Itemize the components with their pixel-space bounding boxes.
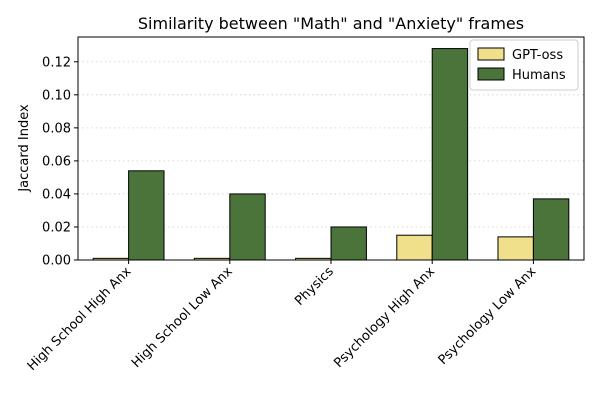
bar-humans-3 [330, 226, 367, 261]
bar-gpt-oss-4 [396, 234, 433, 261]
y-tick-label: 0.02 [42, 220, 71, 235]
y-tick-label: 0.08 [42, 121, 71, 136]
bar-humans-4 [431, 48, 469, 261]
x-tick-label: Physics [292, 264, 337, 309]
bar-humans-1 [128, 170, 165, 261]
y-tick-label: 0.04 [42, 187, 71, 202]
y-axis: 0.00 0.02 0.04 0.06 0.08 0.10 0.12 [42, 55, 78, 269]
y-tick-label: 0.06 [42, 154, 71, 169]
bar-humans-2 [229, 193, 266, 261]
x-tick-label: Psychology Low Anx [436, 264, 540, 368]
bar-gpt-oss-5 [497, 236, 534, 261]
y-tick-label: 0.12 [42, 55, 71, 70]
chart-title: Similarity between "Math" and "Anxiety" … [138, 14, 524, 33]
y-axis-label: Jaccard Index [17, 104, 32, 193]
bar-humans-5 [532, 198, 570, 261]
legend: GPT-oss Humans [469, 39, 579, 91]
legend-label: GPT-oss [512, 48, 563, 63]
x-tick-label: High School High Anx [25, 264, 135, 374]
legend-swatch [477, 47, 505, 61]
x-tick-label: Psychology High Anx [331, 264, 438, 371]
bars [92, 48, 570, 261]
y-tick-label: 0.10 [42, 88, 71, 103]
legend-swatch [477, 67, 505, 81]
legend-label: Humans [512, 68, 566, 83]
y-tick-label: 0.00 [42, 254, 71, 269]
x-tick-label: High School Low Anx [129, 264, 236, 371]
